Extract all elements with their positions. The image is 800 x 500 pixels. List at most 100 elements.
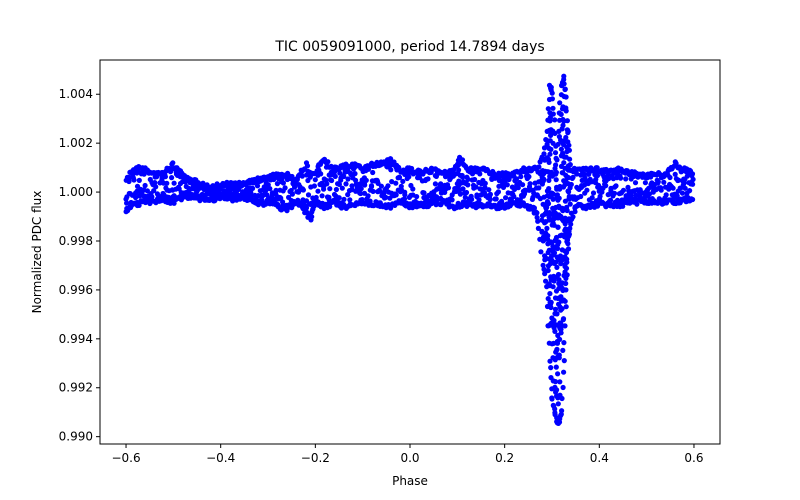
- data-point: [553, 162, 559, 168]
- data-point: [170, 160, 176, 166]
- data-point: [632, 180, 639, 186]
- y-axis-label: Normalized PDC flux: [30, 191, 44, 314]
- data-point: [457, 191, 463, 197]
- data-point: [655, 179, 661, 185]
- data-point: [558, 146, 565, 152]
- data-point: [473, 184, 479, 190]
- data-point: [548, 365, 554, 371]
- data-point: [365, 193, 371, 199]
- data-point: [341, 196, 347, 202]
- data-point: [248, 193, 254, 199]
- data-point: [292, 184, 298, 190]
- data-point: [438, 181, 444, 187]
- data-point: [126, 174, 132, 181]
- data-point: [319, 193, 325, 199]
- data-point: [459, 157, 466, 163]
- data-point: [541, 266, 547, 272]
- data-point: [646, 185, 652, 191]
- data-point: [142, 182, 148, 189]
- data-point: [561, 358, 567, 364]
- data-point: [555, 401, 561, 407]
- data-point: [545, 201, 552, 207]
- data-point: [358, 190, 364, 197]
- data-point: [515, 185, 521, 191]
- x-tick-label: 0.0: [400, 451, 419, 465]
- data-point: [469, 196, 475, 202]
- data-point: [389, 179, 395, 185]
- data-point: [560, 122, 566, 128]
- y-tick-label: 0.996: [59, 283, 93, 297]
- data-point: [546, 214, 552, 220]
- data-point: [311, 183, 317, 189]
- data-point: [280, 199, 286, 205]
- data-point: [555, 371, 561, 377]
- data-point: [572, 209, 578, 215]
- data-point: [552, 379, 559, 385]
- data-point: [368, 183, 375, 189]
- data-point: [642, 180, 649, 186]
- data-point: [414, 194, 420, 200]
- data-point: [361, 190, 368, 196]
- data-point: [554, 245, 561, 252]
- data-point: [487, 191, 493, 197]
- data-point: [445, 185, 452, 191]
- data-point: [603, 183, 609, 189]
- x-tick-label: −0.6: [111, 451, 140, 465]
- data-point: [503, 195, 509, 201]
- data-point: [567, 201, 573, 207]
- data-point: [300, 187, 306, 193]
- data-point: [552, 306, 559, 312]
- data-point: [560, 317, 566, 323]
- data-point: [679, 190, 686, 196]
- data-point: [126, 178, 132, 185]
- data-point: [552, 117, 558, 123]
- data-point: [564, 207, 570, 214]
- data-point: [541, 176, 547, 182]
- data-point: [565, 241, 571, 247]
- data-point: [385, 183, 391, 189]
- data-point: [553, 364, 559, 370]
- data-point: [552, 406, 558, 412]
- data-point: [690, 196, 696, 203]
- data-point: [565, 128, 571, 135]
- data-point: [556, 195, 562, 201]
- data-point: [672, 171, 678, 177]
- data-point: [267, 186, 273, 192]
- y-tick-label: 1.002: [59, 136, 93, 150]
- data-point: [566, 189, 572, 195]
- data-point: [144, 188, 150, 194]
- data-point: [541, 151, 547, 157]
- data-point: [274, 181, 280, 187]
- data-point: [570, 214, 576, 220]
- data-point: [164, 180, 170, 186]
- data-point: [332, 173, 338, 179]
- data-point: [325, 159, 331, 165]
- data-point: [547, 210, 553, 216]
- data-point: [553, 169, 560, 175]
- data-point: [326, 194, 332, 200]
- data-point: [560, 384, 566, 391]
- data-point: [663, 192, 669, 198]
- data-point: [564, 272, 570, 278]
- data-point: [564, 118, 571, 124]
- data-point: [459, 172, 465, 179]
- data-point: [535, 225, 542, 231]
- data-point: [620, 203, 626, 209]
- data-point: [131, 177, 137, 183]
- data-point: [476, 197, 482, 203]
- data-point: [530, 194, 536, 200]
- data-point: [362, 182, 368, 188]
- data-point: [130, 172, 136, 178]
- data-point: [304, 163, 311, 169]
- data-point: [551, 317, 557, 324]
- data-point: [554, 346, 560, 352]
- data-point: [549, 396, 555, 402]
- data-point: [618, 175, 624, 181]
- data-point: [556, 277, 562, 283]
- data-point: [566, 142, 572, 148]
- data-point: [345, 176, 351, 182]
- data-point: [568, 181, 574, 188]
- data-point: [486, 187, 492, 193]
- data-point: [549, 90, 555, 96]
- data-point: [563, 265, 570, 271]
